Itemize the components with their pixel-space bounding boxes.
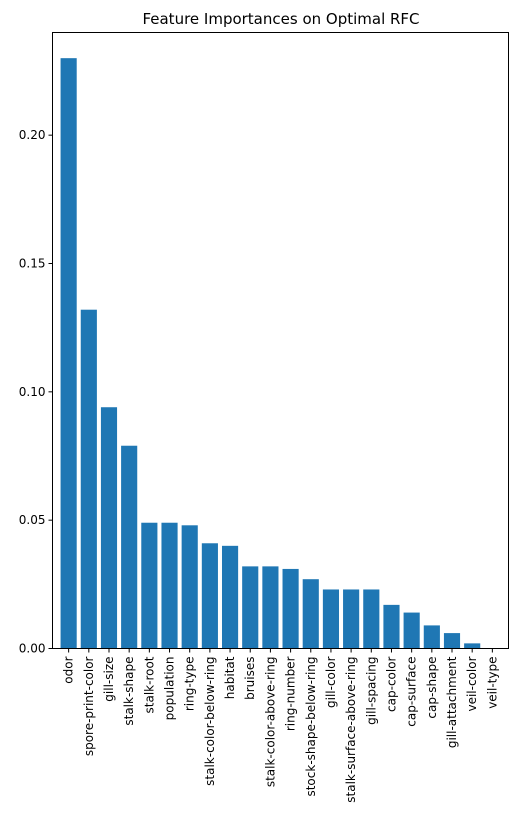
y-tick-label: 0.15 (19, 257, 46, 271)
bar-odor (60, 58, 77, 649)
bar-cap-surface (403, 612, 420, 649)
x-tick-label: gill-attachment (445, 656, 459, 748)
x-tick-label: odor (62, 656, 76, 683)
x-tick-label: stalk-shape (122, 657, 136, 726)
bar-cap-color (383, 604, 400, 649)
x-tick-label: stalk-color-below-ring (203, 657, 217, 786)
bar-stalk-color-below-ring (201, 543, 218, 649)
bar-spore-print-color (80, 309, 97, 649)
x-tick-label: cap-color (384, 656, 398, 712)
x-tick-label: stalk-surface-above-ring (344, 657, 358, 803)
y-tick-label: 0.00 (19, 642, 46, 656)
bar-veil-color (464, 643, 481, 649)
bar-stock-shape-below-ring (302, 579, 319, 649)
bar-gill-size (100, 407, 118, 649)
bar-stalk-shape (121, 445, 138, 649)
x-tick-label: spore-print-color (82, 656, 96, 756)
y-axis: 0.00 0.05 0.10 0.15 0.20 (19, 128, 53, 656)
bar-bruises (242, 566, 259, 649)
bars-group (60, 58, 481, 649)
bar-gill-attachment (443, 633, 461, 649)
bar-stalk-root (141, 522, 158, 649)
x-tick-label: population (163, 657, 177, 721)
x-tick-label: ring-type (183, 657, 197, 712)
x-tick-label: gill-size (102, 657, 116, 702)
chart-title: Feature Importances on Optimal RFC (142, 10, 419, 28)
x-tick-label: cap-surface (405, 657, 419, 727)
bar-stalk-color-above-ring (262, 566, 279, 649)
x-tick-label: habitat (223, 656, 237, 699)
bar-cap-shape (423, 625, 440, 649)
x-tick-label: gill-color (324, 656, 338, 708)
bar-ring-number (282, 568, 299, 649)
bar-ring-type (181, 525, 198, 649)
x-tick-label: stalk-color-above-ring (263, 657, 277, 788)
bar-habitat (221, 545, 239, 649)
bar-gill-color (322, 589, 340, 649)
x-axis: odor spore-print-color gill-size stalk-shap… (62, 648, 499, 803)
x-tick-label: ring-number (284, 656, 298, 731)
plot-frame (52, 32, 509, 649)
bar-population (161, 522, 178, 649)
x-tick-label: cap-shape (425, 657, 439, 719)
x-tick-label: stock-shape-below-ring (304, 657, 318, 797)
x-tick-label: veil-color (465, 656, 479, 711)
y-tick-label: 0.20 (19, 128, 46, 142)
x-tick-label: gill-spacing (364, 657, 378, 725)
x-tick-label: bruises (243, 657, 257, 700)
bar-stalk-surface-above-ring (343, 589, 360, 649)
y-tick-label: 0.05 (19, 513, 46, 527)
x-tick-label: stalk-root (142, 656, 156, 713)
y-tick-label: 0.10 (19, 385, 46, 399)
bar-gill-spacing (363, 589, 380, 649)
x-tick-label: veil-type (485, 657, 499, 709)
